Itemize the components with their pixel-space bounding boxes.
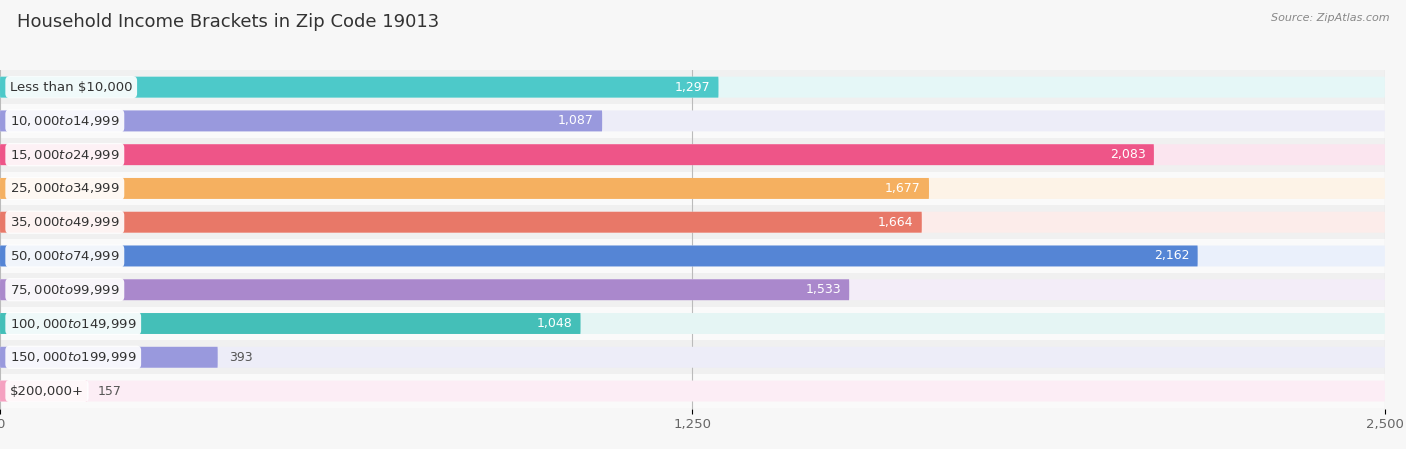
FancyBboxPatch shape	[0, 246, 1198, 266]
FancyBboxPatch shape	[0, 104, 1385, 138]
FancyBboxPatch shape	[0, 239, 1385, 273]
Text: $35,000 to $49,999: $35,000 to $49,999	[10, 215, 120, 229]
FancyBboxPatch shape	[0, 178, 929, 199]
FancyBboxPatch shape	[0, 138, 1385, 172]
FancyBboxPatch shape	[0, 212, 922, 233]
FancyBboxPatch shape	[0, 110, 1385, 132]
FancyBboxPatch shape	[0, 246, 1385, 266]
FancyBboxPatch shape	[0, 172, 1385, 205]
FancyBboxPatch shape	[0, 340, 1385, 374]
Text: $25,000 to $34,999: $25,000 to $34,999	[10, 181, 120, 195]
FancyBboxPatch shape	[0, 70, 1385, 104]
Text: 1,048: 1,048	[537, 317, 572, 330]
Text: 2,162: 2,162	[1154, 250, 1189, 263]
FancyBboxPatch shape	[0, 347, 1385, 368]
FancyBboxPatch shape	[0, 279, 1385, 300]
Text: $75,000 to $99,999: $75,000 to $99,999	[10, 283, 120, 297]
Text: $10,000 to $14,999: $10,000 to $14,999	[10, 114, 120, 128]
FancyBboxPatch shape	[0, 77, 718, 97]
FancyBboxPatch shape	[0, 381, 1385, 401]
Text: $200,000+: $200,000+	[10, 384, 84, 397]
Text: Less than $10,000: Less than $10,000	[10, 81, 132, 94]
FancyBboxPatch shape	[0, 212, 1385, 233]
Text: $100,000 to $149,999: $100,000 to $149,999	[10, 317, 136, 330]
FancyBboxPatch shape	[0, 77, 1385, 97]
FancyBboxPatch shape	[0, 279, 849, 300]
FancyBboxPatch shape	[0, 273, 1385, 307]
FancyBboxPatch shape	[0, 205, 1385, 239]
Text: 157: 157	[98, 384, 122, 397]
Text: 1,533: 1,533	[806, 283, 841, 296]
FancyBboxPatch shape	[0, 178, 1385, 199]
Text: 1,677: 1,677	[884, 182, 921, 195]
Text: $15,000 to $24,999: $15,000 to $24,999	[10, 148, 120, 162]
FancyBboxPatch shape	[0, 307, 1385, 340]
FancyBboxPatch shape	[0, 144, 1385, 165]
FancyBboxPatch shape	[0, 110, 602, 132]
FancyBboxPatch shape	[0, 313, 581, 334]
FancyBboxPatch shape	[0, 381, 87, 401]
FancyBboxPatch shape	[0, 313, 1385, 334]
Text: 393: 393	[229, 351, 253, 364]
Text: 1,087: 1,087	[558, 114, 593, 128]
Text: Household Income Brackets in Zip Code 19013: Household Income Brackets in Zip Code 19…	[17, 13, 439, 31]
Text: $150,000 to $199,999: $150,000 to $199,999	[10, 350, 136, 364]
Text: Source: ZipAtlas.com: Source: ZipAtlas.com	[1271, 13, 1389, 23]
FancyBboxPatch shape	[0, 347, 218, 368]
FancyBboxPatch shape	[0, 374, 1385, 408]
FancyBboxPatch shape	[0, 144, 1154, 165]
Text: $50,000 to $74,999: $50,000 to $74,999	[10, 249, 120, 263]
Text: 1,664: 1,664	[877, 216, 914, 229]
Text: 2,083: 2,083	[1109, 148, 1146, 161]
Text: 1,297: 1,297	[675, 81, 710, 94]
